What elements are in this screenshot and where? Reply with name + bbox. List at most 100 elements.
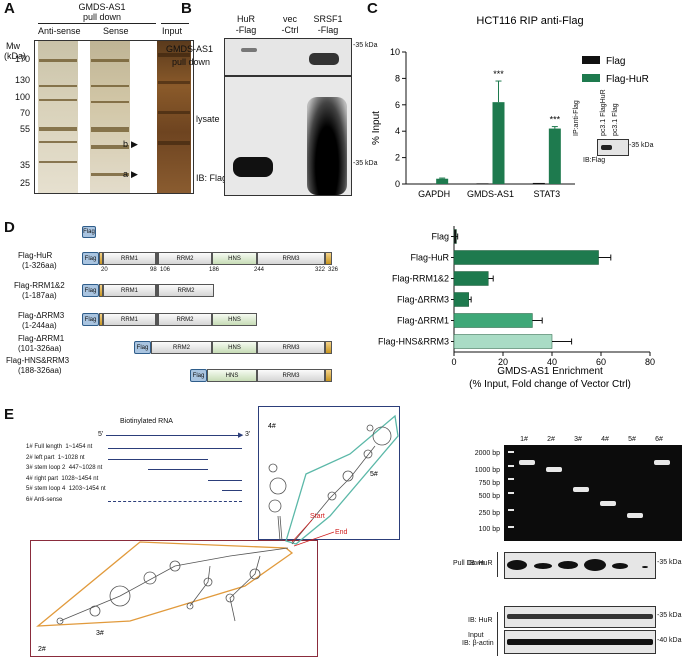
- bar-flag-hur: [492, 102, 505, 184]
- panel-a-title2: pull down: [82, 12, 122, 22]
- b-lane-srsf1: SRSF1: [313, 14, 343, 24]
- b-lane-vec2: -Ctrl: [281, 25, 299, 35]
- fragment-id: 1#: [26, 444, 33, 450]
- band-srsf1-pd: [309, 53, 339, 65]
- y-tick-label: 0: [395, 179, 400, 189]
- three-prime: 3': [245, 431, 251, 438]
- gel-bands-e: [508, 451, 670, 528]
- bar-flag: [420, 183, 433, 185]
- fragment-range: 447~1028 nt: [68, 465, 103, 471]
- y-tick-label: 8: [395, 73, 400, 83]
- flag-tag-top: Flag: [82, 226, 96, 238]
- ladder-2000: 2000 bp: [474, 450, 500, 457]
- category-label: Flag-ΔRRM3: [397, 295, 449, 305]
- bar-flag-hur: [436, 178, 449, 184]
- arrow-a-icon: ▶: [131, 169, 138, 179]
- construct-bar-2: Flag RRM1 RRM2: [82, 284, 214, 297]
- fragment-row: 6# Anti-sense: [26, 497, 64, 503]
- fragment-name: stem loop 2: [34, 465, 66, 471]
- gel-lane-label: 2#: [547, 436, 555, 443]
- struct-4: 4#: [268, 423, 276, 430]
- chart-c: HCT116 RIP anti-Flag % Input 0 2 4 6 8 10 GAPD…: [371, 15, 649, 199]
- gel-lane-input: [157, 41, 191, 193]
- struct-5: 5#: [370, 471, 378, 478]
- inset-lane-2: pc3.1 Flag: [612, 103, 619, 136]
- construct-range-5: (188-326aa): [18, 366, 62, 375]
- construct-name-4: Flag-ΔRRM1: [18, 334, 65, 343]
- ib-actin: IB: β-actin: [462, 640, 494, 647]
- fragment-row: 2# left part 1~1028 nt: [26, 455, 85, 461]
- ib-hur-in: IB: HuR: [468, 617, 493, 624]
- ladder-250: 250 bp: [478, 510, 500, 517]
- mw-170: 170: [14, 54, 30, 64]
- b-marker-1: -35 kDa: [353, 42, 378, 49]
- x-tick-label: 20: [498, 357, 508, 367]
- gel-lane-label: 5#: [628, 436, 636, 443]
- fragment-id: 3#: [26, 465, 33, 471]
- legend-label: Flag: [606, 56, 625, 67]
- fragment-row: 5# stem loop 4 1203~1454 nt: [26, 486, 106, 492]
- pos-106: 106: [160, 267, 171, 273]
- construct-range-4: (101-326aa): [18, 344, 62, 353]
- y-tick-label: 4: [395, 126, 400, 136]
- bar-flag-hur: [548, 128, 561, 184]
- chart-c-title: HCT116 RIP anti-Flag: [476, 15, 583, 27]
- fragment-name: stem loop 4: [34, 486, 66, 492]
- mw-130: 130: [14, 75, 30, 85]
- category-label: Flag-ΔRRM1: [397, 316, 449, 326]
- gel-lane-label: 3#: [574, 436, 582, 443]
- marker-35b: -35 kDa: [657, 612, 682, 619]
- bar: [453, 334, 553, 349]
- gel-bands: [39, 53, 190, 176]
- bar: [453, 250, 599, 265]
- pos-186: 186: [209, 267, 220, 273]
- inset-ib: IB:Flag: [583, 157, 606, 164]
- construct-bar-1: Flag RRM1 RRM2 HNS RRM3: [82, 252, 332, 265]
- blot-pd: [504, 552, 656, 579]
- construct-name-3: Flag-ΔRRM3: [18, 311, 65, 320]
- band-hur-pd: [241, 48, 257, 52]
- y-tick-label: 2: [395, 153, 400, 163]
- b-row1b: pull down: [172, 57, 211, 67]
- fragment-id: 2#: [26, 454, 33, 461]
- b-lane-vec: vec: [282, 14, 297, 24]
- chart-d: 0 20 40 60 80 Flag Flag-HuR Flag-RRM1&2 Flag-ΔRR…: [378, 226, 655, 390]
- b-row2: lysate: [196, 114, 220, 124]
- struct-2: 2#: [38, 646, 46, 653]
- arrow-right-icon: ▶: [238, 432, 244, 439]
- gel-lane-label: 6#: [655, 436, 663, 443]
- fragment-name: right part: [34, 475, 59, 482]
- band-srsf1-ly: [307, 97, 347, 195]
- bar-flag: [532, 182, 545, 184]
- legend-swatch: [582, 74, 600, 82]
- blot-pulldown: [224, 38, 352, 76]
- fragment-row: 1# Full length 1~1454 nt: [26, 444, 92, 450]
- significance-label: ***: [550, 115, 561, 125]
- band-hur-ly: [233, 157, 273, 177]
- x-tick-label: 40: [547, 357, 557, 367]
- marker-40: -40 kDa: [657, 637, 682, 644]
- fragment-row: 3# stem loop 2 447~1028 nt: [26, 465, 102, 471]
- arrow-b-icon: ▶: [131, 139, 138, 149]
- fragment-line: [108, 500, 242, 502]
- mw-unit: (kDa): [4, 51, 26, 61]
- pos-20: 20: [101, 267, 108, 273]
- lane-input: Input: [162, 26, 183, 36]
- x-tick-label: 0: [451, 357, 456, 367]
- b-marker-2: -35 kDa: [353, 160, 378, 167]
- b-lane-hur: HuR: [236, 14, 255, 24]
- bar: [453, 292, 469, 307]
- significance-label: ***: [493, 69, 504, 79]
- category-label: Flag-HuR: [410, 253, 449, 263]
- ladder-100: 100 bp: [478, 526, 500, 533]
- ladder-1000: 1000 bp: [474, 467, 500, 474]
- inset-lane-1: pc3.1 FlagHuR: [600, 89, 607, 136]
- fragment-range: 1~1454 nt: [65, 444, 93, 450]
- silver-gel: ▶ b ▶ a: [34, 40, 194, 194]
- fragment-line: [222, 490, 242, 491]
- x-tick-label: GAPDH: [418, 189, 450, 199]
- struct-3: 3#: [96, 630, 104, 637]
- mw-55: 55: [19, 124, 30, 134]
- y-tick-label: 10: [390, 47, 400, 57]
- gel-lane-label: 4#: [601, 436, 609, 443]
